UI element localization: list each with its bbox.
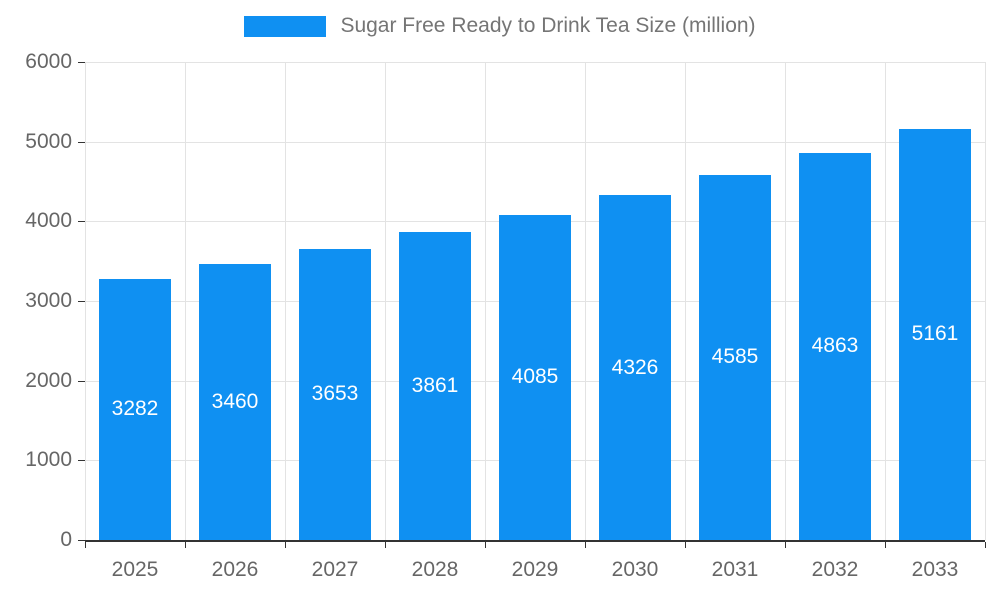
y-axis-tick-mark bbox=[78, 62, 85, 63]
bar-value-label: 5161 bbox=[911, 322, 959, 346]
gridline-vertical bbox=[685, 62, 686, 540]
legend-label: Sugar Free Ready to Drink Tea Size (mill… bbox=[340, 14, 756, 37]
x-axis-tick-mark bbox=[785, 542, 786, 548]
y-axis-tick-mark bbox=[78, 380, 85, 382]
bar-2031[interactable]: 4585 bbox=[699, 174, 771, 540]
plot-area: 3282 3460 3653 3861 4085 4326 4585 4863 5161 bbox=[85, 62, 986, 542]
y-axis-tick-mark bbox=[78, 221, 85, 223]
gridline-vertical bbox=[385, 62, 386, 540]
y-axis-tick-label: 1000 bbox=[25, 448, 72, 472]
y-axis-tick-label: 5000 bbox=[25, 129, 72, 153]
y-axis-tick-label: 3000 bbox=[25, 289, 72, 312]
bar-value-label: 3861 bbox=[411, 374, 459, 398]
gridline-horizontal bbox=[85, 141, 985, 143]
bar-2033[interactable]: 5161 bbox=[899, 128, 971, 540]
bar-2025[interactable]: 3282 bbox=[99, 278, 171, 540]
y-axis-tick-label: 4000 bbox=[25, 209, 72, 233]
x-axis-tick-label: 2026 bbox=[211, 558, 259, 581]
gridline-vertical bbox=[985, 62, 986, 540]
bar-2032[interactable]: 4863 bbox=[799, 152, 871, 540]
x-axis-tick-label: 2033 bbox=[911, 558, 959, 581]
gridline-vertical bbox=[785, 62, 786, 540]
bar-2029[interactable]: 4085 bbox=[499, 214, 571, 540]
y-axis-tick-label: 2000 bbox=[25, 368, 72, 392]
x-axis-tick-label: 2030 bbox=[611, 558, 659, 581]
y-axis-tick-mark bbox=[78, 460, 85, 462]
x-axis-tick-mark bbox=[185, 542, 186, 548]
gridline-vertical bbox=[485, 62, 486, 540]
bar-value-label: 4863 bbox=[811, 334, 859, 358]
bar-2026[interactable]: 3460 bbox=[199, 264, 271, 540]
gridline-vertical bbox=[285, 62, 286, 540]
x-axis-tick-mark bbox=[285, 542, 286, 548]
y-axis-tick-mark bbox=[78, 540, 85, 541]
x-axis-tick-mark bbox=[385, 542, 386, 548]
bar-value-label: 3282 bbox=[111, 397, 159, 421]
bar-2030[interactable]: 4326 bbox=[599, 195, 671, 540]
bar-2027[interactable]: 3653 bbox=[299, 248, 371, 540]
gridline-vertical bbox=[185, 62, 186, 540]
legend-item[interactable]: Sugar Free Ready to Drink Tea Size (mill… bbox=[0, 14, 1000, 38]
gridline-horizontal bbox=[85, 62, 985, 63]
gridline-vertical bbox=[585, 62, 586, 540]
x-axis-tick-label: 2025 bbox=[111, 558, 159, 581]
gridline-vertical bbox=[85, 62, 86, 540]
x-axis-tick-mark bbox=[585, 542, 586, 548]
x-axis-tick-mark bbox=[85, 542, 86, 548]
bar-value-label: 3460 bbox=[211, 390, 259, 414]
bar-value-label: 4326 bbox=[611, 355, 659, 379]
bar-value-label: 4585 bbox=[711, 345, 759, 369]
x-axis-tick-label: 2031 bbox=[711, 558, 759, 581]
x-axis-tick-mark bbox=[685, 542, 686, 548]
y-axis-tick-label: 6000 bbox=[25, 50, 72, 73]
x-axis-tick-mark bbox=[485, 542, 486, 548]
y-axis-tick-mark bbox=[78, 301, 85, 302]
gridline-vertical bbox=[885, 62, 886, 540]
bar-2028[interactable]: 3861 bbox=[399, 232, 471, 540]
x-axis-tick-mark bbox=[985, 542, 986, 548]
bar-value-label: 3653 bbox=[311, 382, 359, 406]
x-axis-tick-label: 2032 bbox=[811, 558, 859, 581]
x-axis-tick-label: 2028 bbox=[411, 558, 459, 581]
x-axis-tick-mark bbox=[885, 542, 886, 548]
legend-swatch-icon bbox=[244, 15, 327, 37]
bar-value-label: 4085 bbox=[511, 365, 559, 389]
y-axis-tick-label: 0 bbox=[60, 528, 72, 551]
x-axis-tick-label: 2027 bbox=[311, 558, 359, 581]
y-axis-tick-mark bbox=[78, 141, 85, 143]
x-axis-tick-label: 2029 bbox=[511, 558, 559, 581]
